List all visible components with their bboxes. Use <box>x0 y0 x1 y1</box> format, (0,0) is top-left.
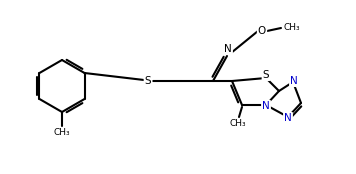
Text: N: N <box>290 76 298 86</box>
Text: CH₃: CH₃ <box>283 22 300 31</box>
Text: CH₃: CH₃ <box>230 119 246 128</box>
Text: N: N <box>284 113 292 123</box>
Text: S: S <box>263 70 269 80</box>
Text: CH₃: CH₃ <box>54 128 70 137</box>
Text: N: N <box>262 101 270 111</box>
Text: N: N <box>224 44 232 54</box>
Text: O: O <box>258 26 266 36</box>
Text: S: S <box>145 76 151 86</box>
